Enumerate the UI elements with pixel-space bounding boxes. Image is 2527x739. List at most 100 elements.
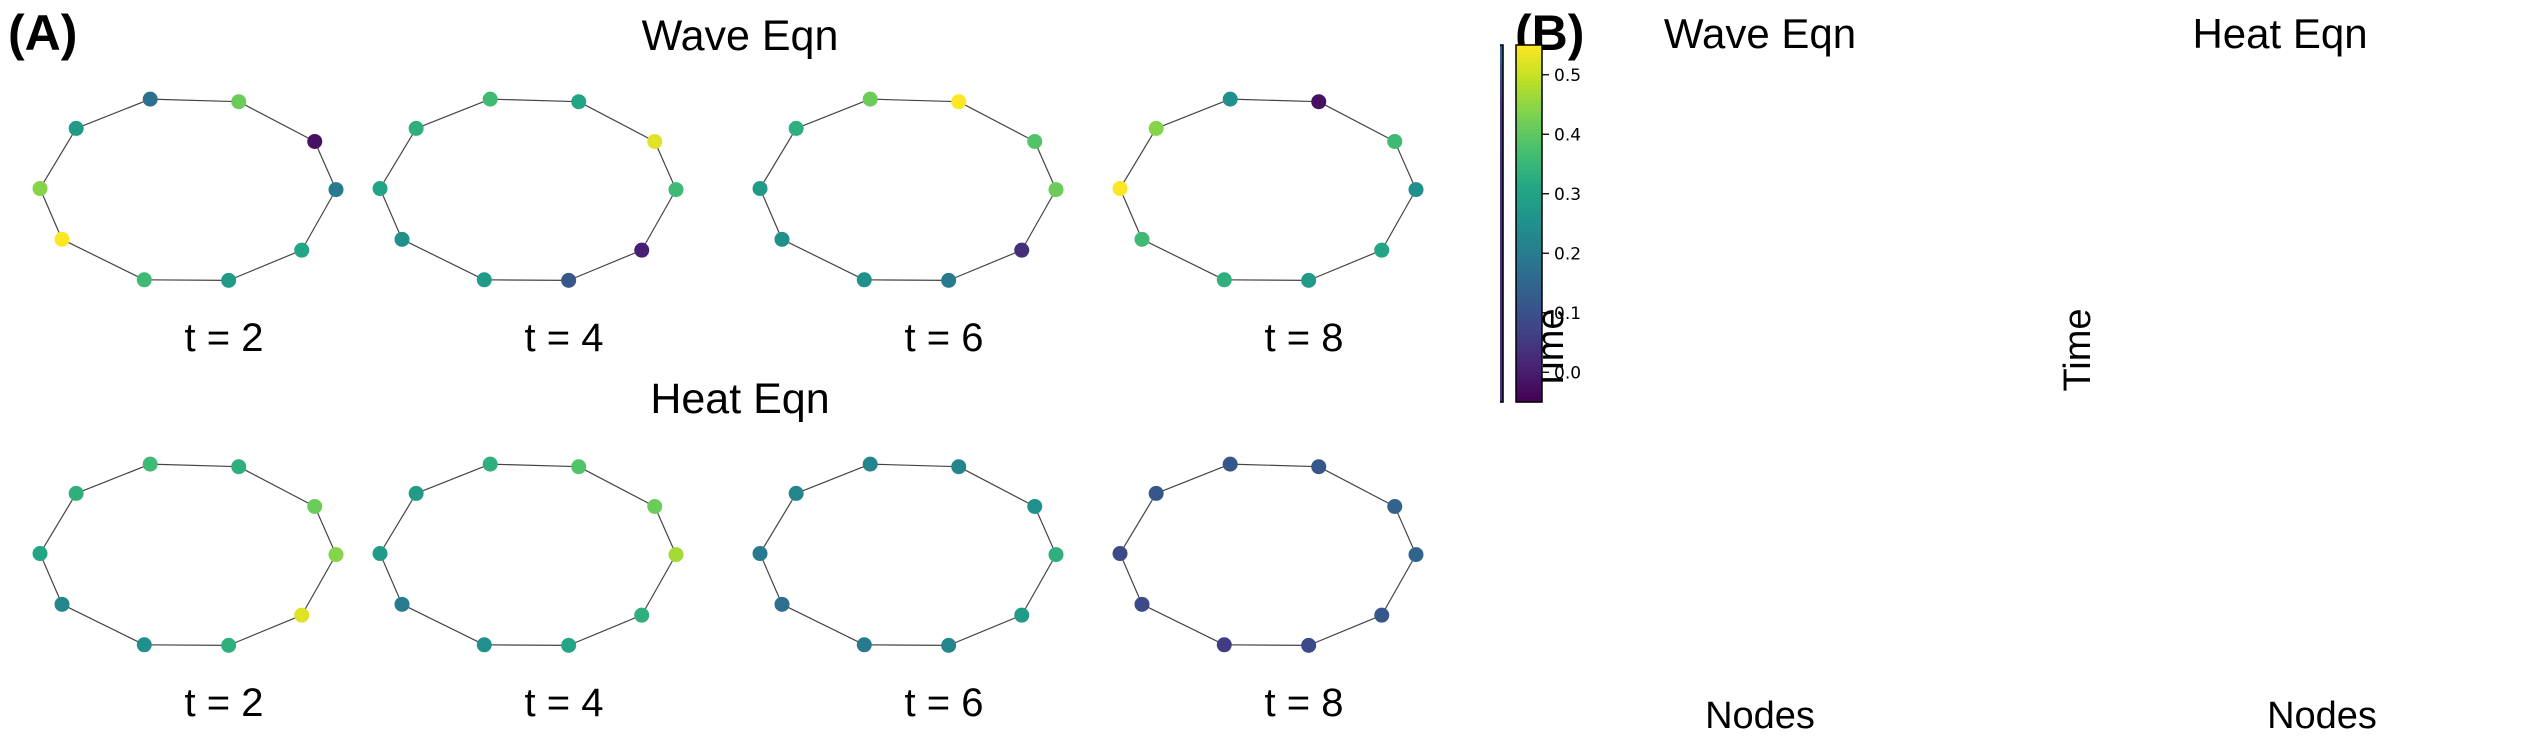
colorbar-tick-label: 0.1 xyxy=(1554,304,1581,324)
heat-heatmap-ylabel: Time xyxy=(2057,308,2099,391)
ring-node xyxy=(307,133,323,149)
colorbar-segment xyxy=(1516,330,1542,336)
ring-edge xyxy=(1034,141,1057,190)
colorbar-tick-label: 0.3 xyxy=(1554,185,1581,205)
heatmap-cell xyxy=(1500,205,1504,225)
ring-node xyxy=(647,498,663,514)
ring-node xyxy=(634,607,650,623)
heatmap-cell xyxy=(1500,152,1504,171)
colorbar-segment xyxy=(1516,196,1542,202)
heatmap-cell xyxy=(1500,116,1504,135)
ring-edge xyxy=(795,98,871,129)
ring-node xyxy=(372,181,388,197)
ring-node xyxy=(561,637,577,653)
ring-node xyxy=(561,272,577,288)
ring-node xyxy=(1216,637,1232,653)
colorbar-segment xyxy=(1516,214,1542,220)
ring-edge xyxy=(415,463,491,494)
ring-edge xyxy=(301,189,337,251)
ring-graph xyxy=(752,91,1064,288)
ring-edge xyxy=(641,189,677,251)
ring-edge xyxy=(39,128,77,189)
colorbar-segment xyxy=(1516,98,1542,104)
colorbar-segment xyxy=(1516,348,1542,354)
heatmap-cell xyxy=(1500,169,1504,189)
ring-node xyxy=(1148,120,1164,136)
ring-edge xyxy=(759,553,783,605)
colorbar-segment xyxy=(1516,152,1542,158)
colorbar-segment xyxy=(1516,80,1542,86)
ring-edge xyxy=(1119,493,1157,554)
ring-graphs xyxy=(32,91,1424,653)
ring-edge xyxy=(1318,466,1396,508)
wave-heatmap: Wave Eqn Nodes Time 03691713200.40.20.0−… xyxy=(1530,10,1856,737)
wave-heatmap-title: Wave Eqn xyxy=(1664,10,1856,57)
ring-node xyxy=(142,91,158,107)
heat-heatmap-xlabel: Nodes xyxy=(2267,695,2377,737)
ring-node xyxy=(752,181,768,197)
ring-edge xyxy=(379,128,417,189)
ring-node xyxy=(788,485,804,501)
colorbar-segment xyxy=(1516,67,1542,73)
ring-edge xyxy=(864,644,949,646)
ring-edge xyxy=(39,188,63,240)
ring-edge xyxy=(238,466,316,508)
ring-node xyxy=(1148,485,1164,501)
ring-node xyxy=(1112,181,1128,197)
ring-node xyxy=(142,456,158,472)
colorbar-segment xyxy=(1516,156,1542,162)
wave-time-label-1: t = 2 xyxy=(184,316,264,360)
ring-node xyxy=(668,547,684,563)
ring-node xyxy=(32,546,48,562)
ring-node xyxy=(1048,547,1064,563)
ring-edge xyxy=(1155,98,1231,129)
heatmap-cell xyxy=(1500,223,1504,242)
ring-edge xyxy=(864,279,949,281)
heatmap-cell xyxy=(1500,259,1504,278)
colorbar-segment xyxy=(1516,62,1542,68)
heatmap-cell xyxy=(1500,187,1504,207)
ring-node xyxy=(476,637,492,653)
colorbar-segment xyxy=(1516,352,1542,358)
colorbar-segment xyxy=(1516,384,1542,390)
ring-node xyxy=(1374,242,1390,258)
ring-edge xyxy=(1119,128,1157,189)
wave-time-label-4: t = 8 xyxy=(1264,316,1344,360)
ring-edge xyxy=(484,644,569,646)
ring-edge xyxy=(781,238,865,281)
ring-edge xyxy=(1119,553,1143,605)
ring-edge xyxy=(75,463,151,494)
colorbar-segment xyxy=(1516,89,1542,95)
heat-row-title: Heat Eqn xyxy=(650,375,830,423)
ring-node xyxy=(1311,94,1327,110)
ring-node xyxy=(1222,91,1238,107)
ring-node xyxy=(571,459,587,475)
ring-node xyxy=(774,596,790,612)
ring-node xyxy=(482,91,498,107)
colorbar-tick-label: 0.5 xyxy=(1554,66,1581,86)
ring-edge xyxy=(948,249,1022,281)
colorbar-segment xyxy=(1516,169,1542,176)
colorbar-segment xyxy=(1516,192,1542,198)
ring-edge xyxy=(1230,98,1319,103)
ring-node xyxy=(571,94,587,110)
ring-edge xyxy=(228,249,302,281)
colorbar-segment xyxy=(1516,45,1542,51)
ring-node xyxy=(1408,182,1424,198)
colorbar-segment xyxy=(1516,268,1542,274)
heatmap-cell xyxy=(1500,98,1504,117)
colorbar-tick-label: 0.2 xyxy=(1554,244,1581,264)
heatmap-cell xyxy=(1500,294,1504,314)
ring-edge xyxy=(415,98,491,129)
ring-edge xyxy=(958,466,1036,508)
colorbar-segment xyxy=(1516,161,1542,167)
ring-edge xyxy=(1308,249,1382,281)
heatmap-cell xyxy=(1500,312,1504,332)
colorbar-segment xyxy=(1516,357,1542,363)
ring-edge xyxy=(1021,554,1057,616)
ring-edge xyxy=(759,188,783,240)
ring-edge xyxy=(1155,463,1231,494)
colorbar-segment xyxy=(1516,125,1542,131)
ring-edge xyxy=(1119,188,1143,240)
heat-time-label-1: t = 2 xyxy=(184,681,264,725)
